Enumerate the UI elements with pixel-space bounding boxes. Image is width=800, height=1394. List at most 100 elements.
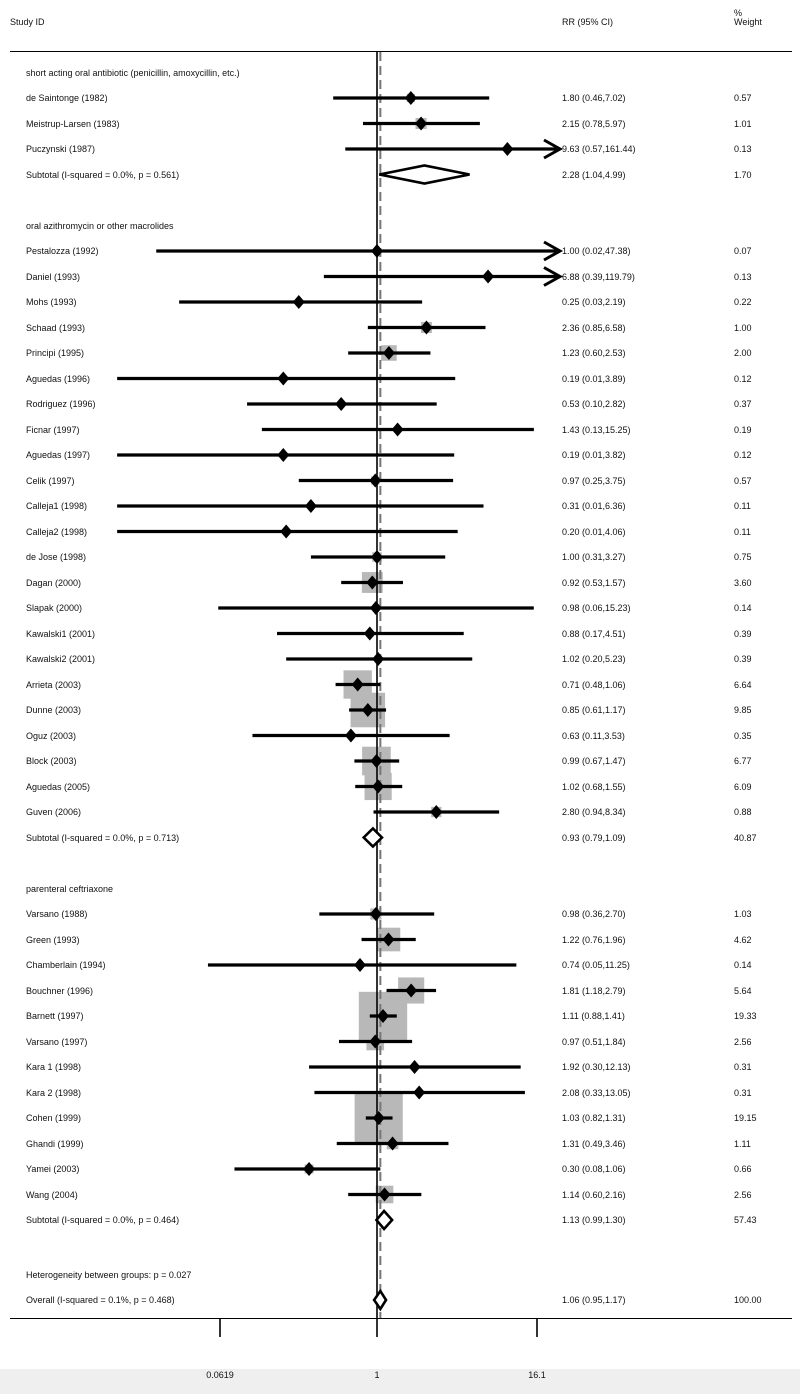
point-estimate-diamond [351,677,364,692]
ci-marks-layer [117,91,564,1312]
study-label: Kawalski2 (2001) [26,654,96,664]
study-label: Kara 1 (1998) [26,1062,82,1072]
rr-ci-value: 0.30 (0.08,1.06) [562,1164,626,1174]
group-header: parenteral ceftriaxone [26,884,114,894]
group-header: short acting oral antibiotic (penicillin… [26,68,240,78]
point-estimate-diamond [354,958,367,972]
point-estimate-diamond [361,703,374,717]
point-estimate-diamond [372,652,385,666]
x-tick-label: 1 [374,1370,379,1380]
weight-value: 0.37 [734,399,752,409]
study-label: Aguedas (1996) [26,373,91,384]
point-estimate-diamond [304,499,317,513]
study-label: Ficnar (1997) [26,424,80,435]
rr-ci-value: 0.98 (0.06,15.23) [562,603,631,613]
rr-ci-value: 6.88 (0.39,119.79) [562,271,635,282]
rr-ci-value: 1.14 (0.60,2.16) [562,1189,626,1200]
point-estimate-diamond [386,1136,399,1151]
weight-value: 5.64 [734,985,752,996]
rr-ci-value: 2.08 (0.33,13.05) [562,1087,631,1098]
point-estimate-diamond [408,1060,421,1074]
weight-value: 0.57 [734,475,752,486]
point-estimate-diamond [369,907,382,921]
study-label: Kawalski1 (2001) [26,628,96,639]
heterogeneity-note: Heterogeneity between groups: p = 0.027 [26,1270,192,1280]
study-label: Meistrup-Larsen (1983) [26,118,120,129]
rr-ci-value: 0.74 (0.05,11.25) [562,960,630,970]
x-tick-label: 0.0619 [206,1370,234,1380]
point-estimate-diamond [413,1085,426,1100]
x-tick-label: 16.1 [528,1370,546,1380]
rr-ci-value: 1.00 (0.02,47.38) [562,246,631,256]
subtotal-weight: 57.43 [734,1215,757,1225]
ci-arrow [543,266,564,287]
weight-value: 6.77 [734,756,752,766]
study-label: Mohs (1993) [26,297,77,307]
study-label: de Jose (1998) [26,552,87,562]
study-label: Aguedas (1997) [26,450,91,460]
point-estimate-diamond [370,754,383,768]
weight-value: 0.31 [734,1087,752,1098]
study-label: Principi (1995) [26,348,85,358]
point-estimate-diamond [369,473,382,488]
study-label: Chamberlain (1994) [26,960,106,970]
weight-value: 0.19 [734,424,752,435]
overall-weight: 100.00 [734,1295,762,1305]
rr-ci-value: 1.11 (0.88,1.41) [562,1011,625,1021]
rr-ci-value: 0.99 (0.67,1.47) [562,756,626,766]
point-estimate-diamond [382,346,395,360]
rr-ci-value: 0.71 (0.48,1.06) [562,679,626,690]
point-estimate-diamond [405,983,418,998]
point-estimate-diamond [420,320,433,335]
point-estimate-diamond [280,524,293,539]
point-estimate-diamond [366,575,379,590]
weight-value: 4.62 [734,934,752,945]
subtotal-diamond [379,164,470,185]
point-estimate-diamond [371,550,383,564]
point-estimate-diamond [303,1162,316,1176]
weight-value: 2.00 [734,348,752,358]
study-label: Slapak (2000) [26,603,83,613]
study-label: Cohen (1999) [26,1113,82,1123]
rr-ci-header: RR (95% CI) [562,17,614,27]
point-estimate-diamond [277,448,290,462]
rr-ci-value: 1.22 (0.76,1.96) [562,934,626,945]
rr-ci-value: 2.80 (0.94,8.34) [562,807,626,817]
rr-ci-value: 9.63 (0.57,161.44) [562,144,636,154]
overall-ci: 1.06 (0.95,1.17) [562,1295,626,1305]
point-estimate-diamond [277,371,290,386]
weight-boxes-layer [296,93,442,1204]
rr-ci-value: 1.92 (0.30,12.13) [562,1062,631,1072]
point-estimate-diamond [369,601,382,615]
point-estimate-diamond [344,728,357,743]
subtotal-ci: 2.28 (1.04,4.99) [562,169,626,180]
point-estimate-diamond [372,1111,385,1125]
subtotal-weight: 40.87 [734,832,757,843]
weight-value: 0.13 [734,144,752,154]
study-label: Barnett (1997) [26,1011,84,1021]
subtotal-label: Subtotal (I-squared = 0.0%, p = 0.464) [26,1215,180,1225]
axis-footer-band [0,1369,800,1394]
weight-header: Weight [734,17,762,27]
weight-value: 0.07 [734,246,752,256]
header-divider [10,51,792,52]
study-label: Varsano (1988) [26,909,88,919]
weight-value: 19.15 [734,1113,757,1123]
weight-value: 0.12 [734,373,752,384]
weight-value: 1.11 [734,1138,751,1149]
ci-arrow [543,240,564,262]
weight-value: 6.09 [734,781,752,792]
weight-value: 0.14 [734,603,752,613]
study-label: Calleja2 (1998) [26,526,88,537]
point-estimate-diamond [335,397,348,411]
study-label: Green (1993) [26,934,80,945]
overall-diamond [372,1288,388,1312]
rr-ci-value: 1.23 (0.60,2.53) [562,348,626,358]
weight-value: 0.11 [734,526,751,537]
rr-ci-value: 1.00 (0.31,3.27) [562,552,626,562]
rr-ci-value: 0.97 (0.51,1.84) [562,1036,626,1047]
study-id-header: Study ID [10,17,45,27]
point-estimate-diamond [382,932,395,947]
study-label: Arrieta (2003) [26,679,82,690]
weight-value: 0.39 [734,628,752,639]
